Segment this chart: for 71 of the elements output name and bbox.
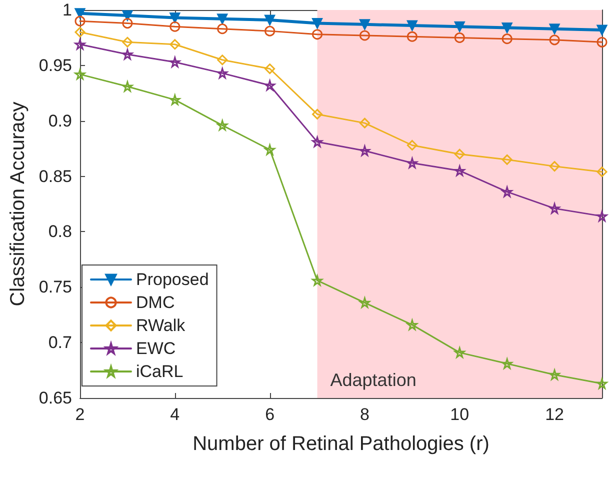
point	[170, 12, 180, 24]
point	[312, 275, 323, 286]
legend-label: Proposed	[136, 270, 209, 289]
point	[502, 34, 512, 44]
point	[217, 54, 228, 66]
point	[549, 369, 560, 380]
y-tick-label: 0.85	[38, 166, 72, 186]
point	[359, 297, 370, 308]
point	[74, 26, 86, 38]
point	[122, 18, 133, 29]
point	[122, 36, 133, 48]
x-tick-label: 4	[170, 405, 180, 424]
point	[596, 24, 608, 36]
point	[406, 158, 418, 168]
x-axis-title: Number of Retinal Pathologies (r)	[192, 433, 490, 455]
point	[596, 166, 608, 178]
point	[264, 64, 276, 74]
point	[359, 118, 370, 128]
x-tick-label: 10	[450, 405, 470, 424]
x-tick-label: 8	[360, 405, 370, 424]
point	[264, 144, 276, 155]
y-tick-label: 1	[62, 0, 72, 20]
point	[502, 154, 512, 165]
y-axis-title: Classification Accuracy	[7, 102, 29, 306]
point	[549, 161, 560, 172]
point	[359, 19, 370, 30]
y-tick-label: 0.7	[48, 333, 72, 352]
y-tick-label: 0.75	[38, 278, 72, 297]
point	[217, 24, 228, 34]
point	[312, 29, 323, 40]
legend-label: DMC	[136, 293, 175, 312]
legend-label: iCaRL	[136, 362, 184, 381]
y-tick-label: 0.95	[38, 56, 72, 75]
point	[74, 16, 86, 26]
point	[549, 34, 560, 46]
y-tick-label: 0.65	[38, 388, 72, 408]
legend-label: RWalk	[136, 316, 186, 335]
x-tick-label: 6	[265, 405, 275, 424]
point	[454, 32, 465, 43]
point	[217, 14, 228, 24]
point	[122, 81, 133, 92]
point	[502, 22, 512, 33]
band-label: Adaptation	[330, 370, 416, 390]
point	[596, 378, 608, 389]
point	[454, 21, 465, 32]
point	[406, 31, 418, 42]
point	[359, 30, 370, 41]
legend-label: EWC	[136, 339, 176, 358]
point	[596, 36, 608, 48]
point	[170, 56, 180, 68]
point	[454, 165, 465, 176]
point	[312, 108, 323, 120]
point	[217, 68, 228, 78]
y-tick-label: 0.9	[48, 111, 72, 130]
point	[74, 8, 86, 19]
point	[454, 148, 465, 160]
point	[122, 10, 133, 21]
point	[502, 358, 512, 369]
point	[312, 18, 323, 29]
point	[596, 210, 608, 222]
x-tick-label: 12	[545, 405, 564, 424]
point	[264, 26, 276, 36]
x-tick-label: 2	[75, 405, 85, 424]
point	[264, 14, 276, 26]
point	[170, 39, 180, 50]
y-tick-label: 0.8	[48, 222, 72, 242]
point	[454, 347, 465, 358]
point	[170, 21, 180, 32]
point	[406, 20, 418, 31]
point	[549, 24, 560, 34]
point	[406, 140, 418, 150]
